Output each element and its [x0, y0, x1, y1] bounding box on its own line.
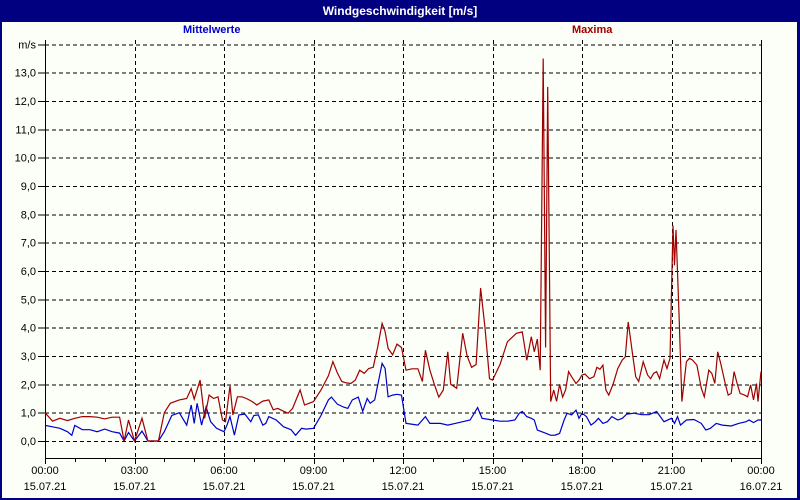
y-tick-label: 0,0: [21, 436, 36, 448]
x-tick-date-label: 15.07.21: [471, 481, 514, 493]
x-tick-time-label: 12:00: [389, 465, 417, 477]
x-tick-date-label: 15.07.21: [292, 481, 335, 493]
axis-labels: 0,0 1,0 2,0 3,0 4,0 5,0 6,0 7,0 8,0 9,0 10,0 11,0 12…: [15, 39, 783, 493]
y-tick-label: 13,0: [15, 68, 36, 80]
y-tick-label: 4,0: [21, 323, 36, 335]
y-tick-label: 3,0: [21, 351, 36, 363]
legend-maxima: Maxima: [572, 24, 613, 36]
axis-ticks: [38, 44, 762, 464]
window-title: Windgeschwindigkeit [m/s]: [322, 4, 478, 18]
legend-mittelwerte: Mittelwerte: [183, 24, 241, 36]
y-tick-label: 9,0: [21, 181, 36, 193]
y-axis-unit-label: m/s: [18, 39, 36, 51]
x-tick-date-label: 15.07.21: [24, 481, 67, 493]
x-tick-time-label: 06:00: [210, 465, 238, 477]
y-tick-label: 7,0: [21, 238, 36, 250]
series-maxima-line: [44, 58, 762, 444]
y-tick-label: 2,0: [21, 379, 36, 391]
title-bar: Windgeschwindigkeit [m/s]: [0, 0, 800, 22]
x-tick-date-label: 15.07.21: [203, 481, 246, 493]
x-tick-date-label: 15.07.21: [561, 481, 604, 493]
x-tick-date-label: 15.07.21: [113, 481, 156, 493]
x-tick-time-label: 03:00: [121, 465, 149, 477]
series-mittelwerte-line: [44, 361, 761, 443]
y-tick-label: 6,0: [21, 266, 36, 278]
y-tick-label: 12,0: [15, 96, 36, 108]
x-tick-date-label: 16.07.21: [740, 481, 783, 493]
gridlines: [45, 40, 761, 458]
y-tick-label: 5,0: [21, 294, 36, 306]
y-tick-label: 11,0: [15, 124, 36, 136]
x-tick-time-label: 00:00: [747, 465, 775, 477]
y-tick-label: 8,0: [21, 209, 36, 221]
x-tick-time-label: 15:00: [479, 465, 507, 477]
y-tick-label: 1,0: [21, 408, 36, 420]
x-tick-date-label: 15.07.21: [382, 481, 425, 493]
x-tick-time-label: 21:00: [658, 465, 686, 477]
x-tick-date-label: 15.07.21: [650, 481, 693, 493]
y-tick-label: 10,0: [15, 153, 36, 165]
x-tick-time-label: 18:00: [568, 465, 596, 477]
plot-border: [45, 40, 762, 459]
x-tick-time-label: 09:00: [300, 465, 328, 477]
x-tick-time-label: 00:00: [31, 465, 59, 477]
